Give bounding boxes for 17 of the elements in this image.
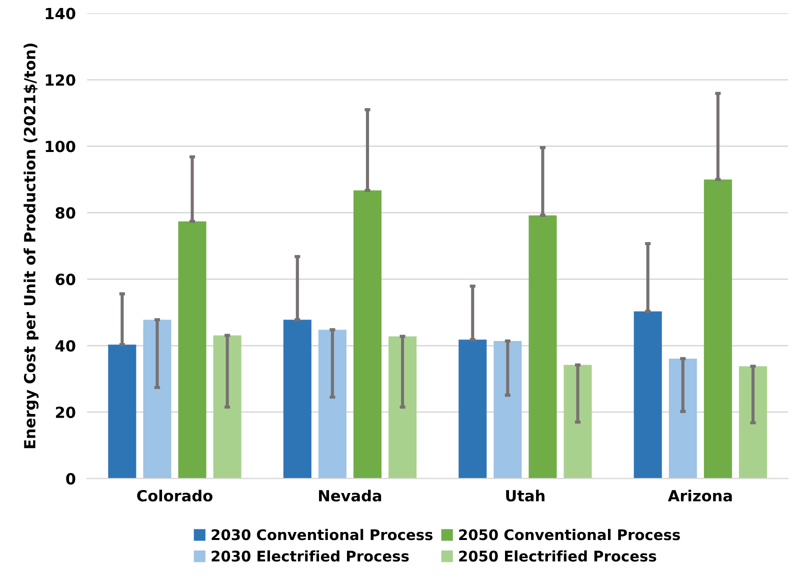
y-tick-label: 60 <box>56 274 76 286</box>
y-tick-label: 40 <box>55 340 76 352</box>
legend-label: 2050 Conventional Process <box>459 528 680 540</box>
x-tick-label: Colorado <box>137 490 212 502</box>
x-tick-label: Arizona <box>668 490 732 502</box>
legend-label: 2030 Electrified Process <box>212 550 409 562</box>
legend-label: 2030 Conventional Process <box>212 528 433 540</box>
y-tick-label: 80 <box>56 207 76 219</box>
y-tick-label: 20 <box>56 406 76 418</box>
y-axis-title: Energy Cost per Unit of Production (2021$/ton) <box>24 44 39 448</box>
y-tick-label: 0 <box>66 473 76 485</box>
x-tick-label: Utah <box>506 490 544 502</box>
y-tick-label: 120 <box>46 74 76 86</box>
x-tick-label: Nevada <box>319 490 382 502</box>
legend-label: 2050 Electrified Process <box>459 550 656 562</box>
y-tick-label: 140 <box>46 8 76 20</box>
y-tick-label: 100 <box>46 140 76 152</box>
